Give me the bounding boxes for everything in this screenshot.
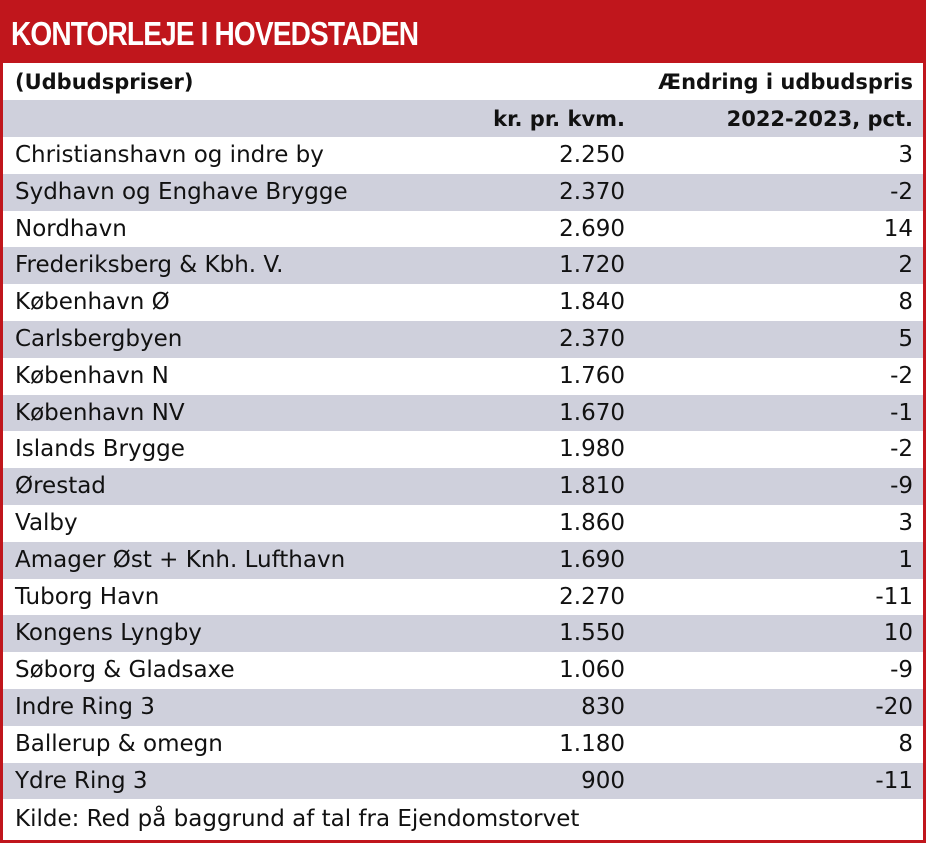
table-row: Ørestad 1.810 -9: [3, 468, 923, 505]
change: -11: [875, 767, 913, 794]
table-row: København Ø 1.840 8: [3, 284, 923, 321]
area-name: Nordhavn: [15, 215, 127, 242]
table-row: København N 1.760 -2: [3, 358, 923, 395]
change: -9: [890, 473, 913, 500]
change: 10: [883, 620, 913, 647]
table-row: Islands Brygge 1.980 -2: [3, 431, 923, 468]
table-row: Ballerup & omegn 1.180 8: [3, 726, 923, 763]
change: -1: [890, 399, 913, 426]
table-row: København NV 1.670 -1: [3, 394, 923, 432]
table-row: Carlsbergbyen 2.370 5: [3, 321, 923, 358]
table-row: Ydre Ring 3 900 -11: [3, 762, 923, 800]
area-name: Tuborg Havn: [15, 583, 160, 610]
price: 830: [581, 694, 625, 720]
area-name: København NV: [15, 399, 185, 426]
price: 1.760: [559, 362, 625, 389]
price: 2.690: [559, 215, 625, 242]
change: -2: [890, 436, 913, 463]
price: 1.720: [559, 252, 625, 279]
price: 2.250: [559, 142, 625, 168]
title-bar: KONTORLEJE I HOVEDSTADEN: [3, 3, 923, 63]
change: 14: [883, 215, 913, 242]
table-row: Tuborg Havn 2.270 -11: [3, 579, 923, 616]
change: -2: [890, 178, 913, 205]
area-name: Frederiksberg & Kbh. V.: [15, 252, 284, 279]
price: 900: [581, 767, 625, 794]
change: 8: [898, 289, 913, 316]
price: 2.270: [559, 583, 625, 610]
column-header: kr. pr. kvm.: [493, 107, 625, 131]
area-name: Søborg & Gladsaxe: [15, 657, 235, 684]
change: 1: [898, 546, 913, 573]
area-name: Christianshavn og indre by: [15, 142, 324, 168]
change: -11: [875, 583, 913, 610]
table-row: Valby 1.860 3: [3, 505, 923, 542]
area-name: Kongens Lyngby: [15, 620, 202, 647]
table-row: Christianshavn og indre by 2.250 3: [3, 137, 923, 174]
price: 1.550: [559, 620, 625, 647]
header-band: [3, 100, 923, 137]
area-name: Carlsbergbyen: [15, 326, 183, 352]
column-header: Ændring i udbudspris: [658, 70, 913, 94]
area-name: København Ø: [15, 289, 170, 316]
change: 5: [898, 326, 913, 352]
area-name: Valby: [15, 510, 78, 536]
column-header: 2022-2023, pct.: [726, 107, 913, 131]
change: 3: [898, 142, 913, 168]
price: 1.860: [559, 510, 625, 536]
table-row: Frederiksberg & Kbh. V. 1.720 2: [3, 247, 923, 285]
area-name: Amager Øst + Knh. Lufthavn: [15, 546, 346, 573]
change: -9: [890, 657, 913, 684]
price: 2.370: [559, 178, 625, 205]
area-name: Indre Ring 3: [15, 694, 155, 720]
area-name: Ydre Ring 3: [15, 767, 148, 794]
price: 1.180: [559, 730, 625, 757]
area-name: Sydhavn og Enghave Brygge: [15, 178, 348, 205]
price: 2.370: [559, 326, 625, 352]
table-row: Kongens Lyngby 1.550 10: [3, 615, 923, 653]
area-name: Islands Brygge: [15, 436, 185, 463]
price: 1.670: [559, 399, 625, 426]
table-row: Søborg & Gladsaxe 1.060 -9: [3, 652, 923, 689]
table-row: Sydhavn og Enghave Brygge 2.370 -2: [3, 173, 923, 211]
price: 1.980: [559, 436, 625, 463]
change: 3: [898, 510, 913, 536]
price: 1.840: [559, 289, 625, 316]
price: 1.810: [559, 473, 625, 500]
subtitle: (Udbudspriser): [15, 70, 194, 94]
price: 1.060: [559, 657, 625, 684]
title: KONTORLEJE I HOVEDSTADEN: [11, 15, 419, 52]
change: -2: [890, 362, 913, 389]
price: 1.690: [559, 546, 625, 573]
area-name: Ørestad: [15, 473, 106, 500]
area-name: København N: [15, 362, 169, 389]
change: 8: [898, 730, 913, 757]
source: Kilde: Red på baggrund af tal fra Ejendo…: [15, 806, 580, 832]
change: -20: [875, 694, 913, 720]
change: 2: [898, 252, 913, 279]
area-name: Ballerup & omegn: [15, 730, 223, 757]
table-row: Nordhavn 2.690 14: [3, 211, 923, 248]
table-row: Amager Øst + Knh. Lufthavn 1.690 1: [3, 541, 923, 579]
table-row: Indre Ring 3 830 -20: [3, 689, 923, 726]
